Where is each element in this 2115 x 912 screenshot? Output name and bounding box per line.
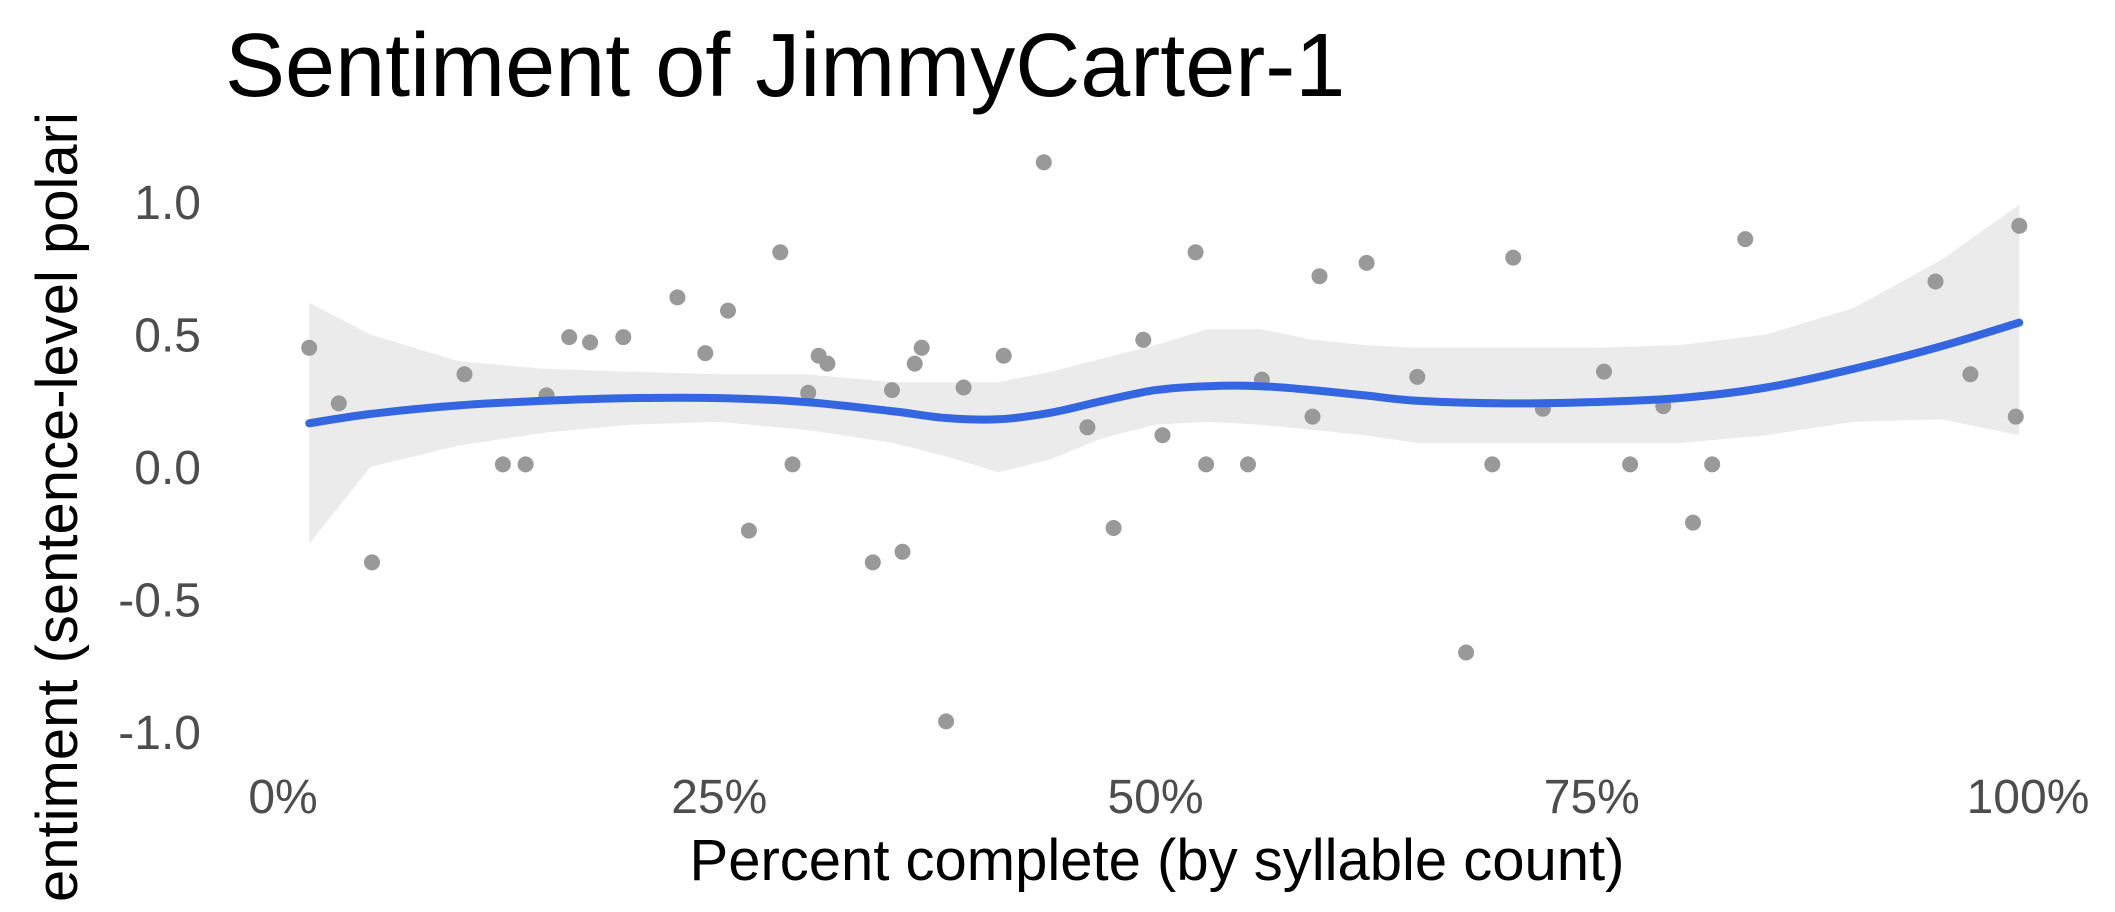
data-point-7 — [561, 329, 578, 346]
y-tick-label-2: 0.0 — [134, 442, 201, 495]
confidence-band — [309, 204, 2020, 544]
data-points — [301, 154, 2028, 730]
data-point-32 — [1187, 244, 1204, 261]
data-point-52 — [2007, 408, 2024, 425]
data-point-4 — [494, 456, 511, 473]
data-point-49 — [1737, 231, 1754, 248]
data-point-5 — [517, 456, 534, 473]
x-tick-label-2: 50% — [1107, 771, 1203, 824]
data-point-30 — [1135, 331, 1152, 348]
data-point-20 — [884, 382, 900, 399]
data-point-18 — [819, 355, 836, 372]
data-point-15 — [784, 456, 801, 473]
y-tick-label-4: -1.0 — [118, 707, 201, 760]
y-axis-title: entiment (sentence-level polari — [25, 112, 90, 902]
data-point-19 — [864, 554, 881, 571]
data-point-11 — [697, 345, 714, 362]
data-point-3 — [456, 366, 473, 383]
data-point-53 — [2011, 217, 2028, 234]
data-point-13 — [740, 522, 757, 539]
x-tick-label-1: 25% — [671, 771, 767, 824]
data-point-25 — [955, 379, 972, 396]
data-point-12 — [720, 302, 736, 319]
x-tick-label-4: 100% — [1967, 771, 2090, 824]
data-point-48 — [1704, 456, 1721, 473]
data-point-26 — [995, 347, 1012, 364]
y-tick-label-3: -0.5 — [118, 575, 201, 628]
data-point-34 — [1240, 456, 1256, 473]
data-point-2 — [364, 554, 380, 571]
data-point-16 — [800, 384, 817, 401]
data-point-27 — [1035, 154, 1052, 171]
y-tick-label-1: 0.5 — [134, 310, 201, 363]
data-point-41 — [1484, 456, 1501, 473]
x-tick-label-0: 0% — [248, 771, 317, 824]
plot-area — [301, 154, 2028, 730]
data-point-22 — [906, 355, 923, 372]
data-point-50 — [1927, 273, 1944, 290]
data-point-21 — [894, 543, 911, 560]
y-tick-label-0: 1.0 — [134, 177, 201, 230]
x-axis-ticks: 0% 25% 50% 75% 100% — [248, 771, 2089, 824]
data-point-45 — [1622, 456, 1639, 473]
data-point-38 — [1358, 254, 1375, 271]
data-point-28 — [1079, 419, 1096, 436]
data-point-31 — [1154, 427, 1171, 444]
data-point-24 — [938, 713, 955, 730]
data-point-42 — [1505, 249, 1522, 266]
data-point-51 — [1962, 366, 1979, 383]
data-point-23 — [913, 339, 930, 356]
data-point-47 — [1685, 514, 1701, 531]
chart-title: Sentiment of JimmyCarter-1 — [225, 16, 1345, 116]
x-tick-label-3: 75% — [1544, 771, 1640, 824]
x-axis-title: Percent complete (by syllable count) — [690, 828, 1625, 893]
data-point-0 — [301, 339, 318, 356]
smooth-trend-line — [305, 318, 2024, 428]
data-point-9 — [615, 329, 632, 346]
data-point-36 — [1304, 408, 1321, 425]
data-point-44 — [1596, 363, 1612, 380]
y-axis-ticks: 1.0 0.5 0.0 -0.5 -1.0 — [118, 177, 201, 760]
data-point-37 — [1311, 268, 1328, 285]
data-point-14 — [772, 244, 789, 261]
data-point-10 — [669, 289, 686, 306]
data-point-40 — [1458, 644, 1475, 661]
data-point-1 — [330, 395, 347, 412]
data-point-29 — [1105, 520, 1122, 536]
data-point-39 — [1409, 368, 1426, 385]
data-point-8 — [582, 334, 599, 351]
data-point-33 — [1198, 456, 1215, 473]
